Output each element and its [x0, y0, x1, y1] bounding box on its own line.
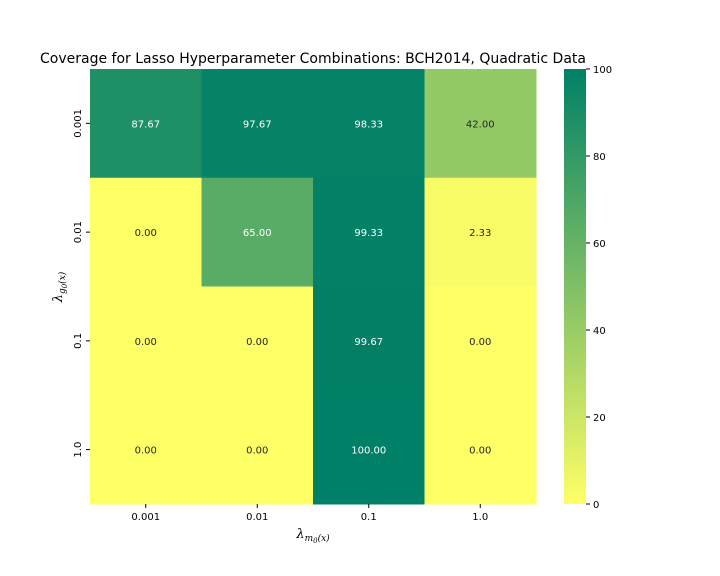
colorbar-tick-label: 100: [593, 65, 612, 76]
svg-text:λg0(x): λg0(x): [51, 271, 69, 303]
colorbar-tick-label: 40: [593, 326, 606, 337]
y-axis-ticks: 0.001 0.01 0.1 1.0: [73, 109, 90, 458]
svg-text:λm0(x): λm0(x): [295, 527, 330, 545]
heatmap-cell: [90, 395, 202, 505]
colorbar-tick-label: 80: [593, 152, 606, 163]
x-tick-label: 1.0: [472, 512, 488, 523]
cell-value-label: 87.67: [131, 119, 160, 130]
heatmap-cell: [313, 286, 425, 396]
x-tick-label: 0.1: [361, 512, 377, 523]
cell-value-label: 97.67: [243, 119, 272, 130]
y-tick-label: 0.01: [73, 221, 84, 243]
cell-value-label: 65.00: [243, 228, 272, 239]
heatmap-cell: [90, 177, 202, 287]
y-axis-label: λg0(x): [51, 271, 69, 303]
cell-value-label: 0.00: [469, 337, 491, 348]
heatmap-cell: [424, 286, 537, 396]
x-tick-label: 0.001: [131, 512, 160, 523]
heatmap-cell: [201, 69, 314, 179]
heatmap-cell: [201, 286, 314, 396]
colorbar-tick-label: 0: [593, 500, 599, 511]
heatmap-cell: [90, 286, 202, 396]
cell-value-label: 100.00: [351, 446, 386, 457]
heatmap-cell: [201, 177, 314, 287]
cell-value-label: 0.00: [246, 337, 268, 348]
heatmap-cell: [424, 395, 537, 505]
heatmap-cell: [90, 69, 202, 179]
x-axis-ticks: 0.001 0.01 0.1 1.0: [131, 504, 488, 523]
heatmap-cells: 87.67 97.67 98.33 42.00 0.00 65.00 99.33 2.33 0.…: [90, 69, 537, 505]
heatmap-cell: [313, 395, 425, 505]
chart-title: Coverage for Lasso Hyperparameter Combin…: [40, 51, 586, 67]
colorbar-tick-label: 20: [593, 413, 606, 424]
heatmap-cell: [424, 69, 537, 179]
heatmap-cell: [201, 395, 314, 505]
cell-value-label: 0.00: [135, 228, 157, 239]
heatmap-cell: [424, 177, 537, 287]
x-axis-label: λm0(x): [295, 527, 330, 545]
colorbar-tick-label: 60: [593, 239, 606, 250]
cell-value-label: 0.00: [135, 337, 157, 348]
heatmap-cell: [313, 177, 425, 287]
cell-value-label: 99.67: [354, 337, 383, 348]
x-tick-label: 0.01: [246, 512, 268, 523]
cell-value-label: 0.00: [246, 446, 268, 457]
colorbar: [564, 69, 586, 504]
cell-value-label: 99.33: [354, 228, 383, 239]
cell-value-label: 2.33: [469, 228, 491, 239]
cell-value-label: 42.00: [466, 119, 495, 130]
cell-value-label: 0.00: [135, 446, 157, 457]
cell-value-label: 98.33: [354, 119, 383, 130]
y-tick-label: 1.0: [73, 442, 84, 458]
cell-value-label: 0.00: [469, 446, 491, 457]
heatmap-cell: [313, 69, 425, 179]
y-tick-label: 0.001: [73, 109, 84, 138]
y-tick-label: 0.1: [73, 333, 84, 349]
colorbar-ticks: 0 20 40 60 80 100: [586, 65, 612, 511]
